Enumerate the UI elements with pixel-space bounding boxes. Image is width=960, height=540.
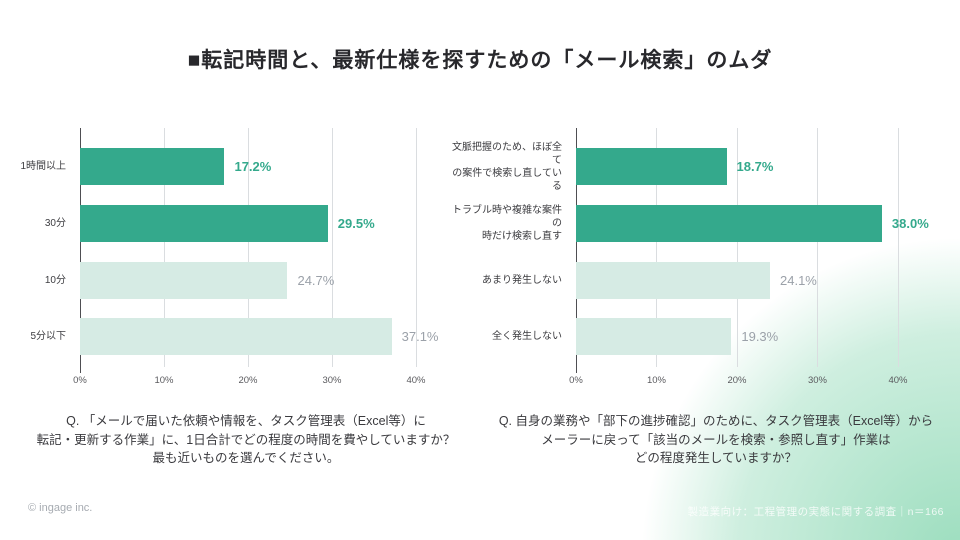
x-tick-label: 0% xyxy=(73,375,87,386)
question-right: Q. 自身の業務や「部下の進捗確認」のために、タスク管理表（Excel等）から … xyxy=(498,414,934,465)
category-label: トラブル時や複雑な案件の 時だけ検索し直す xyxy=(452,205,562,242)
x-tick-label: 20% xyxy=(727,375,747,386)
bar xyxy=(80,148,225,185)
y-axis-line xyxy=(575,128,577,373)
bar xyxy=(80,262,288,299)
gridline xyxy=(331,128,333,367)
gridline xyxy=(897,128,899,367)
x-tick-label: 40% xyxy=(406,375,426,386)
category-axis-left: 1時間以上 30分 10分 5分以下 xyxy=(8,128,72,367)
value-label: 24.1% xyxy=(780,273,817,288)
value-label: 18.7% xyxy=(736,159,774,174)
plot-area-right: 0% 10% 20% 30% 40% 18.7% 38.0% 24.1% 19.3% xyxy=(569,128,929,386)
category-label: 5分以下 xyxy=(30,331,66,342)
bar xyxy=(576,318,732,355)
x-tick-label: 0% xyxy=(569,375,583,386)
value-label: 24.7% xyxy=(297,273,335,288)
value-label: 19.3% xyxy=(741,329,779,344)
category-label: あまり発生しない xyxy=(482,275,562,286)
value-label: 38.0% xyxy=(891,216,929,231)
category-label: 1時間以上 xyxy=(20,161,66,172)
source-note: 製造業向け：工程管理の実態に関する調査｜n＝166 xyxy=(687,506,944,518)
value-label: 37.1% xyxy=(401,329,439,344)
bar xyxy=(576,148,727,185)
bar xyxy=(576,205,882,242)
plot-area-left: 0% 10% 20% 30% 40% 17.2% 29.5% 24.7% 37.1% xyxy=(73,128,439,386)
y-axis-line xyxy=(79,128,81,373)
x-tick-label: 40% xyxy=(888,375,908,386)
category-label: 30分 xyxy=(44,218,66,229)
category-label: 全く発生しない xyxy=(492,331,562,342)
x-tick-label: 30% xyxy=(807,375,828,386)
value-label: 17.2% xyxy=(234,159,272,174)
gridline xyxy=(247,128,249,367)
chart-mail-research: 文脈把握のため、ほぼ全て の案件で検索し直しているトラブル時や複雑な案件の 時だ… xyxy=(448,128,940,408)
gridline xyxy=(415,128,417,367)
gridline xyxy=(656,128,657,367)
gridline xyxy=(736,128,738,367)
x-tick-label: 10% xyxy=(154,375,174,386)
copyright: © ingage inc. xyxy=(28,502,93,514)
value-label: 29.5% xyxy=(337,216,375,231)
category-axis-right: 文脈把握のため、ほぼ全て の案件で検索し直しているトラブル時や複雑な案件の 時だ… xyxy=(448,128,568,367)
category-label: 文脈把握のため、ほぼ全て の案件で検索し直している xyxy=(452,141,562,192)
chart-transcription-time: 1時間以上 30分 10分 5分以下 0% 10% 20% 30% 40% 17.2% 29.5%… xyxy=(8,128,450,408)
x-tick-label: 10% xyxy=(646,375,667,386)
bar xyxy=(576,262,770,299)
category-label: 10分 xyxy=(44,275,66,286)
question-left: Q. 「メールで届いた依頼や情報を、タスク管理表（Excel等）に 転記・更新す… xyxy=(36,414,456,465)
gridline xyxy=(817,128,818,367)
gridline xyxy=(163,128,165,367)
bar xyxy=(80,318,392,355)
x-tick-label: 30% xyxy=(322,375,342,386)
bar xyxy=(80,205,328,242)
x-tick-label: 20% xyxy=(238,375,258,386)
page-title: ■転記時間と、最新仕様を探すための「メール検索」のムダ xyxy=(187,49,773,72)
